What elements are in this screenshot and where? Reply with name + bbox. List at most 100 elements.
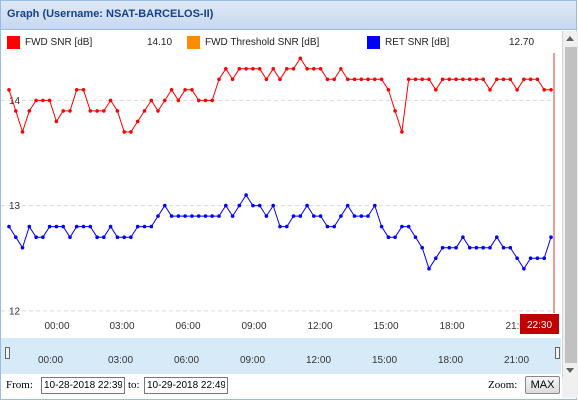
fwd-snr-db-point[interactable] [448,78,452,82]
fwd-snr-db-point[interactable] [28,109,32,113]
fwd-snr-db-point[interactable] [427,78,431,82]
legend-swatch-fwd-threshold[interactable] [187,36,200,49]
to-date-input[interactable] [144,377,228,394]
ret-snr-db-point[interactable] [102,235,106,239]
fwd-snr-db-point[interactable] [231,78,235,82]
fwd-snr-db-point[interactable] [400,130,404,134]
ret-snr-db-point[interactable] [61,225,65,229]
ret-snr-db-point[interactable] [353,214,357,218]
ret-snr-db-point[interactable] [89,225,93,229]
fwd-snr-db-point[interactable] [163,99,167,103]
ret-snr-db-point[interactable] [536,256,540,260]
fwd-snr-db-point[interactable] [502,78,506,82]
ret-snr-db-point[interactable] [400,225,404,229]
ret-snr-db-point[interactable] [481,246,485,250]
fwd-snr-db-point[interactable] [156,109,160,113]
fwd-snr-db-point[interactable] [34,99,38,103]
ret-snr-db-point[interactable] [116,235,120,239]
fwd-snr-db-point[interactable] [122,130,126,134]
fwd-snr-db-point[interactable] [509,78,513,82]
ret-snr-db-point[interactable] [197,214,201,218]
fwd-snr-db-point[interactable] [258,67,262,71]
fwd-snr-db-point[interactable] [305,67,309,71]
ret-snr-db-point[interactable] [163,204,167,208]
fwd-snr-db-point[interactable] [380,78,384,82]
ret-snr-db-point[interactable] [150,225,154,229]
fwd-snr-db-point[interactable] [387,88,391,92]
fwd-snr-db-point[interactable] [21,130,25,134]
ret-snr-db-point[interactable] [109,225,113,229]
fwd-snr-db-point[interactable] [522,78,526,82]
ret-snr-db-point[interactable] [454,246,458,250]
ret-snr-db-point[interactable] [366,214,370,218]
fwd-snr-db-point[interactable] [48,99,52,103]
from-date-input[interactable] [41,377,125,394]
ret-snr-db-point[interactable] [509,246,513,250]
fwd-snr-db-point[interactable] [393,109,397,113]
fwd-snr-db-point[interactable] [217,78,221,82]
ret-snr-db-point[interactable] [468,246,472,250]
fwd-snr-db-point[interactable] [61,109,65,113]
ret-snr-db-point[interactable] [448,246,452,250]
ret-snr-db-point[interactable] [48,225,52,229]
fwd-snr-db-point[interactable] [299,57,303,61]
ret-snr-db-point[interactable] [305,204,309,208]
ret-snr-db-point[interactable] [136,225,140,229]
ret-snr-db-point[interactable] [278,225,282,229]
ret-snr-db-point[interactable] [427,267,431,271]
fwd-snr-db-point[interactable] [339,67,343,71]
ret-snr-db-point[interactable] [461,235,465,239]
fwd-snr-db-point[interactable] [549,88,553,92]
ret-snr-db-point[interactable] [339,214,343,218]
ret-snr-db-point[interactable] [129,235,133,239]
ret-snr-db-point[interactable] [495,235,499,239]
ret-snr-db-point[interactable] [21,246,25,250]
ret-snr-db-point[interactable] [441,246,445,250]
ret-snr-db-point[interactable] [542,256,546,260]
fwd-snr-db-point[interactable] [55,120,59,124]
ret-snr-db-point[interactable] [183,214,187,218]
fwd-snr-db-point[interactable] [366,78,370,82]
ret-snr-db-point[interactable] [251,204,255,208]
fwd-snr-db-point[interactable] [481,78,485,82]
fwd-snr-db-point[interactable] [75,88,79,92]
scrollbar-thumb[interactable] [565,47,577,363]
fwd-snr-db-point[interactable] [285,67,289,71]
fwd-snr-db-point[interactable] [319,67,323,71]
fwd-snr-db-point[interactable] [434,88,438,92]
ret-snr-db-point[interactable] [68,235,72,239]
ret-snr-db-point[interactable] [319,214,323,218]
ret-snr-db-point[interactable] [258,204,262,208]
ret-snr-db-point[interactable] [217,214,221,218]
ret-snr-db-point[interactable] [292,214,296,218]
fwd-snr-db-point[interactable] [278,78,282,82]
fwd-snr-db-point[interactable] [495,78,499,82]
fwd-snr-db-point[interactable] [353,78,357,82]
ret-snr-db-point[interactable] [522,267,526,271]
ret-snr-db-point[interactable] [346,204,350,208]
ret-snr-db-point[interactable] [393,235,397,239]
fwd-snr-db-point[interactable] [312,67,316,71]
fwd-snr-db-point[interactable] [197,99,201,103]
fwd-snr-db-point[interactable] [7,88,11,92]
fwd-snr-db-point[interactable] [170,88,174,92]
vertical-scrollbar[interactable] [562,31,578,378]
fwd-snr-db-point[interactable] [204,99,208,103]
fwd-snr-db-point[interactable] [109,99,113,103]
fwd-snr-db-point[interactable] [89,109,93,113]
fwd-snr-db-point[interactable] [292,67,296,71]
ret-snr-db-point[interactable] [380,225,384,229]
ret-snr-db-point[interactable] [373,204,377,208]
ret-snr-db-point[interactable] [75,225,79,229]
time-navigator[interactable]: 00:00 03:00 06:00 09:00 12:00 15:00 18:00 21:00 [1,338,561,374]
fwd-snr-db-point[interactable] [420,78,424,82]
fwd-snr-db-point[interactable] [332,78,336,82]
ret-snr-db-point[interactable] [34,235,38,239]
fwd-snr-db-point[interactable] [414,78,418,82]
ret-snr-db-point[interactable] [414,235,418,239]
fwd-snr-db-point[interactable] [224,67,228,71]
navigator-left-handle[interactable] [5,347,10,359]
snr-chart[interactable]: 14 13 12 00:00 03:00 06:00 09:00 12:00 15:00 18:0… [1,53,561,338]
ret-snr-db-point[interactable] [210,214,214,218]
ret-snr-db-point[interactable] [238,204,242,208]
